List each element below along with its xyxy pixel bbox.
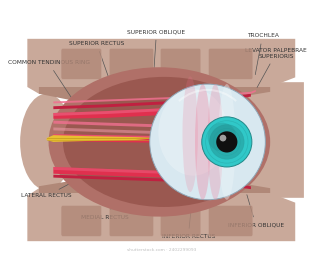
FancyBboxPatch shape xyxy=(61,206,101,236)
Polygon shape xyxy=(53,167,241,185)
Polygon shape xyxy=(27,39,295,97)
FancyBboxPatch shape xyxy=(109,206,154,236)
Text: INFERIOR OBLIQUE: INFERIOR OBLIQUE xyxy=(228,195,284,227)
Circle shape xyxy=(209,125,244,159)
Circle shape xyxy=(150,84,265,200)
Polygon shape xyxy=(53,167,212,177)
Polygon shape xyxy=(53,105,212,116)
Polygon shape xyxy=(46,135,160,142)
Polygon shape xyxy=(39,181,270,193)
Polygon shape xyxy=(53,99,241,119)
Text: LEVATOR PALPEBRAE
SUPERIORIS: LEVATOR PALPEBRAE SUPERIORIS xyxy=(245,48,307,87)
Text: INFERIOR RECTUS: INFERIOR RECTUS xyxy=(162,193,215,239)
Text: SUPERIOR OBLIQUE: SUPERIOR OBLIQUE xyxy=(127,30,186,87)
Polygon shape xyxy=(53,94,251,109)
Polygon shape xyxy=(53,90,256,103)
Text: SUPERIOR RECTUS: SUPERIOR RECTUS xyxy=(69,41,124,96)
Text: TROCHLEA: TROCHLEA xyxy=(246,33,279,75)
Ellipse shape xyxy=(208,123,236,151)
Polygon shape xyxy=(53,175,251,189)
FancyBboxPatch shape xyxy=(61,48,101,79)
Polygon shape xyxy=(53,121,249,133)
FancyBboxPatch shape xyxy=(208,48,253,79)
Polygon shape xyxy=(236,82,304,198)
Ellipse shape xyxy=(195,84,210,200)
Circle shape xyxy=(216,131,237,153)
Ellipse shape xyxy=(182,76,198,192)
Circle shape xyxy=(202,117,252,167)
Ellipse shape xyxy=(63,77,265,207)
Text: LATERAL RECTUS: LATERAL RECTUS xyxy=(21,180,77,199)
FancyBboxPatch shape xyxy=(160,48,201,79)
Polygon shape xyxy=(39,87,270,101)
Polygon shape xyxy=(53,134,212,139)
Circle shape xyxy=(219,135,226,141)
Ellipse shape xyxy=(20,94,73,190)
Ellipse shape xyxy=(218,84,236,200)
FancyBboxPatch shape xyxy=(109,48,154,79)
Polygon shape xyxy=(27,185,295,241)
FancyBboxPatch shape xyxy=(160,206,201,236)
FancyBboxPatch shape xyxy=(208,206,253,236)
Polygon shape xyxy=(53,134,249,145)
Text: COMMON TENDINOUS RING: COMMON TENDINOUS RING xyxy=(8,60,89,97)
Ellipse shape xyxy=(158,89,228,176)
Polygon shape xyxy=(53,127,249,138)
Ellipse shape xyxy=(208,84,223,200)
Text: shutterstock.com · 2402299093: shutterstock.com · 2402299093 xyxy=(127,248,196,252)
Ellipse shape xyxy=(49,67,270,217)
Text: MEDIAL RECTUS: MEDIAL RECTUS xyxy=(81,187,129,220)
